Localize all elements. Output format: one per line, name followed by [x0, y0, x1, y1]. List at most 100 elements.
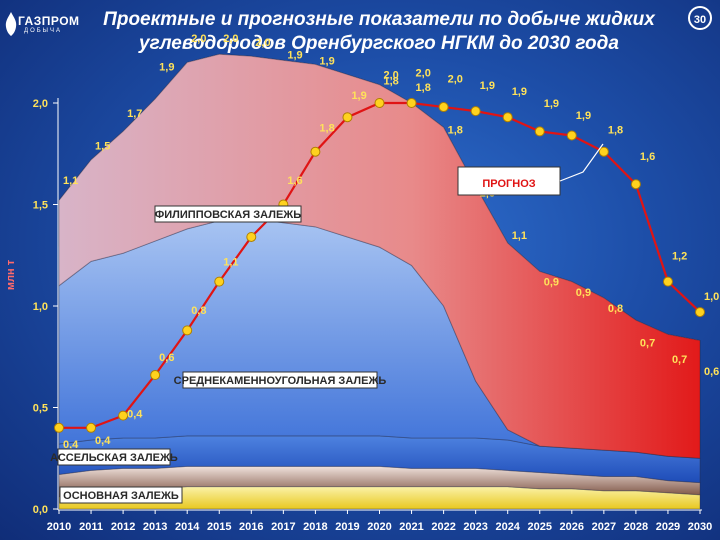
- data-label: 1,8: [384, 76, 399, 88]
- forecast-line: [54, 98, 705, 433]
- title-line-1: Проектные и прогнозные показатели по доб…: [103, 9, 655, 30]
- label-asselskaya: АССЕЛЬСКАЯ ЗАЛЕЖЬ: [50, 448, 178, 466]
- x-tick-label: 2025: [528, 521, 552, 533]
- data-label: 0,6: [159, 352, 174, 364]
- x-tick-label: 2014: [175, 521, 200, 533]
- forecast-point: [630, 179, 641, 190]
- data-label: 1,8: [448, 124, 463, 136]
- forecast-point: [470, 106, 481, 117]
- data-label: 1,8: [319, 122, 334, 134]
- title-line-2: углеводородов Оренбургского НГКМ до 2030…: [139, 33, 619, 54]
- data-label: 0,7: [640, 338, 655, 350]
- forecast-point: [502, 112, 513, 123]
- x-tick-label: 2029: [656, 521, 680, 533]
- data-label: 1,9: [287, 49, 302, 61]
- x-tick-label: 2024: [495, 521, 520, 533]
- x-tick-label: 2019: [335, 521, 359, 533]
- logo-subtext: ДОБЫЧА: [24, 28, 62, 34]
- data-label: 1,1: [63, 175, 78, 187]
- label-srednekamennougolnaya-box: [182, 371, 378, 389]
- x-tick-label: 2013: [143, 521, 167, 533]
- data-label: 1,2: [672, 250, 687, 262]
- data-label: 2,0: [384, 70, 399, 82]
- forecast-point: [182, 325, 193, 336]
- forecast-point: [374, 98, 385, 108]
- x-tick-label: 2011: [79, 521, 103, 533]
- x-tick-label: 2017: [271, 521, 295, 533]
- forecast-point: [406, 98, 417, 108]
- data-label: 2,0: [223, 33, 238, 45]
- label-asselskaya-text: АССЕЛЬСКАЯ ЗАЛЕЖЬ: [50, 452, 178, 464]
- forecast-point: [54, 422, 64, 433]
- label-filippovskaya-text: ФИЛИППОВСКАЯ ЗАЛЕЖЬ: [155, 209, 301, 221]
- axes: 2,0 1,5 1,0 0,5 0,0 2010 2011 2012 2013 2014 2015 2…: [5, 98, 712, 533]
- forecast-point: [534, 126, 545, 137]
- label-osnovnaya-box: [59, 486, 183, 504]
- forecast-callout-box: [457, 166, 561, 196]
- flame-icon: [5, 12, 17, 36]
- forecast-point: [662, 276, 673, 287]
- data-label: 0,6: [704, 366, 719, 378]
- forecast-point: [598, 146, 609, 157]
- data-label: 1,9: [480, 80, 495, 92]
- data-label: 1,9: [576, 110, 591, 122]
- forecast-point: [86, 422, 97, 433]
- forecast-point: [118, 410, 129, 421]
- forecast-point: [695, 307, 705, 318]
- data-label: 1,9: [351, 90, 366, 102]
- forecast-point: [150, 370, 161, 381]
- data-label: 1,1: [512, 230, 527, 242]
- forecast-point: [566, 130, 577, 141]
- data-label: 1,5: [95, 141, 110, 153]
- zone-labels: ФИЛИППОВСКАЯ ЗАЛЕЖЬ СРЕДНЕКАМЕННОУГОЛЬНАЯ…: [50, 143, 604, 504]
- label-filippovskaya: ФИЛИППОВСКАЯ ЗАЛЕЖЬ: [154, 205, 302, 223]
- x-tick-label: 2026: [560, 521, 584, 533]
- forecast-point: [438, 102, 449, 113]
- data-label: 0,8: [608, 303, 623, 315]
- forecast-point: [214, 276, 225, 287]
- data-label: 0,9: [544, 277, 559, 289]
- y-tick-label: 1,0: [33, 301, 48, 313]
- logo-text: ГАЗПРОМ: [18, 14, 80, 28]
- data-label: 1,9: [159, 62, 174, 74]
- data-label: 2,0: [191, 33, 206, 45]
- y-axis-label: млн т: [5, 259, 17, 290]
- x-tick-label: 2022: [431, 521, 455, 533]
- forecast-callout-pointer: [559, 143, 604, 182]
- label-osnovnaya: ОСНОВНАЯ ЗАЛЕЖЬ: [59, 486, 183, 504]
- data-label: 1,9: [512, 86, 527, 98]
- slide-title: Проектные и прогнозные показатели по доб…: [84, 8, 674, 56]
- data-label: 1,8: [608, 124, 623, 136]
- data-label: 1,6: [287, 175, 302, 187]
- data-label: 1,9: [544, 98, 559, 110]
- data-label: 0,7: [672, 354, 687, 366]
- label-asselskaya-box: [57, 448, 171, 466]
- forecast-callout: ПРОГНОЗ: [457, 143, 604, 196]
- x-tick-label: 2023: [463, 521, 487, 533]
- gazprom-logo: ГАЗПРОМ ДОБЫЧА: [4, 6, 79, 46]
- x-tick-label: 2018: [303, 521, 327, 533]
- x-tick-label: 2015: [207, 521, 231, 533]
- forecast-callout-text: ПРОГНОЗ: [482, 178, 535, 190]
- data-label: 0,4: [95, 435, 111, 447]
- label-filippovskaya-box: [154, 205, 302, 223]
- forecast-point: [310, 146, 321, 157]
- data-label: 0,8: [191, 305, 206, 317]
- x-tick-label: 2010: [47, 521, 71, 533]
- data-label: 1,9: [319, 55, 334, 67]
- data-label: 0,4: [63, 439, 79, 451]
- y-tick-label: 0,0: [33, 504, 48, 516]
- data-label: 1,8: [416, 82, 431, 94]
- data-label: 0,4: [127, 409, 143, 421]
- x-tick-label: 2016: [239, 521, 263, 533]
- y-tick-label: 0,5: [33, 403, 48, 415]
- x-tick-label: 2021: [399, 521, 423, 533]
- data-label: 1,0: [704, 291, 719, 303]
- forecast-point: [246, 231, 257, 242]
- x-tick-label: 2030: [688, 521, 712, 533]
- data-labels: 1,11,51,71,92,02,02,01,91,91,81,81,81,31…: [63, 33, 719, 451]
- label-srednekamennougolnaya-text: СРЕДНЕКАМЕННОУГОЛЬНАЯ ЗАЛЕЖЬ: [174, 375, 387, 387]
- x-tick-label: 2020: [367, 521, 391, 533]
